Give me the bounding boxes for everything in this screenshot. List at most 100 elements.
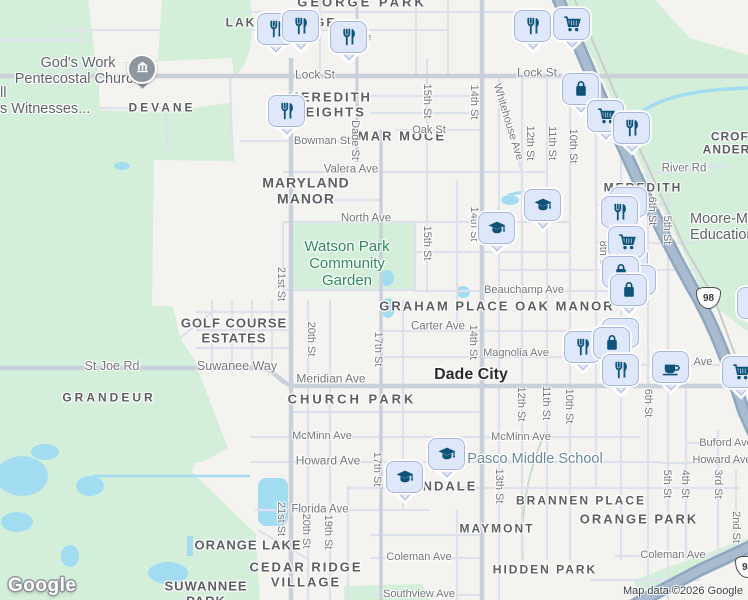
street-label: Coleman Ave — [640, 548, 706, 561]
street-label: 4th St — [679, 469, 692, 499]
map-pin-restaurant[interactable] — [602, 354, 640, 393]
street-label: 3rd St — [712, 469, 725, 499]
map-pin-graduation[interactable] — [386, 461, 424, 500]
neighborhood-label: GRAHAM PLACE OAK MANOR — [379, 298, 615, 314]
street-label: 10th St — [563, 388, 576, 424]
map-pin-cart[interactable] — [722, 356, 748, 395]
street-label: Ave — [693, 355, 713, 368]
neighborhood-label: ORANGE PARK — [579, 511, 699, 527]
map-pin-graduation[interactable] — [478, 212, 516, 251]
street-label: 12th St — [515, 386, 528, 422]
graduation-icon — [487, 218, 507, 238]
neighborhood-label: CHURCH PARK — [287, 391, 417, 407]
poi-label[interactable]: Dade City — [434, 366, 508, 384]
graduation-icon — [533, 195, 553, 215]
street-label: Meridian Ave — [296, 371, 366, 386]
street-label: McMinn Ave — [491, 430, 551, 443]
street-label: 14th St — [467, 324, 480, 360]
street-label: 19th St — [322, 514, 335, 550]
cart-icon — [596, 106, 616, 126]
map-attribution[interactable]: Map data ©2026 Google — [622, 585, 743, 597]
map-pin-bag[interactable] — [737, 287, 748, 326]
map-pin-bag[interactable] — [562, 73, 600, 112]
neighborhood-label: GEORGE PARK — [297, 0, 427, 10]
poi-label[interactable]: Moore-MickensEducation Center — [690, 210, 748, 243]
map-pin-restaurant[interactable] — [268, 95, 306, 134]
church-icon — [135, 59, 150, 79]
street-label: Suwanee Way — [196, 359, 278, 373]
map-pin-church[interactable] — [127, 54, 157, 89]
neighborhood-label: MEREDITH HEIGHTS — [288, 89, 372, 119]
street-label: Howard Ave — [295, 453, 361, 468]
street-label: North Ave — [340, 212, 392, 225]
street-label: 11th St — [540, 385, 553, 421]
street-label: Florida Ave — [291, 503, 349, 516]
google-logo[interactable]: Google — [8, 575, 77, 596]
street-label: 6th St — [642, 388, 655, 418]
map-pin-restaurant[interactable] — [330, 21, 368, 60]
street-label: 20th St — [300, 513, 313, 549]
street-label: 20th St — [305, 321, 318, 357]
street-label: Bowman St — [293, 134, 351, 147]
street-label: 12th St — [524, 125, 537, 161]
map-pin-restaurant[interactable] — [613, 112, 651, 151]
street-label: 21st St — [275, 266, 288, 302]
map-pin-restaurant[interactable] — [601, 187, 647, 235]
restaurant-icon — [573, 337, 593, 357]
neighborhood-label: CEDAR RIDGE VILLAGE — [249, 559, 363, 589]
map-pin-cart[interactable] — [553, 8, 591, 47]
neighborhood-label: NDALE — [422, 478, 478, 494]
graduation-icon — [437, 444, 457, 464]
cart-icon — [617, 232, 637, 252]
cart-icon — [562, 14, 582, 34]
street-label: 15th St — [421, 83, 434, 119]
map-pin-bag[interactable] — [610, 265, 656, 313]
street-label: 5th St — [661, 469, 674, 499]
neighborhood-label: SUWANNEEPARK — [164, 578, 248, 600]
street-label: Lock St — [294, 67, 336, 82]
restaurant-icon — [611, 360, 631, 380]
street-label: 13th St — [493, 468, 506, 504]
neighborhood-label: ORANGE LAKE — [194, 537, 302, 553]
neighborhood-label: GRANDEUR — [62, 390, 156, 405]
restaurant-icon — [291, 16, 311, 36]
street-label: River Rd — [661, 162, 707, 175]
poi-label[interactable]: Pasco Middle School — [467, 450, 603, 467]
restaurant-icon — [622, 118, 642, 138]
poi-label[interactable]: ll s Witnesses... — [0, 84, 91, 117]
bag-icon — [619, 280, 639, 300]
street-label: Beauchamp Ave — [484, 283, 564, 296]
restaurant-icon — [523, 16, 543, 36]
street-label: Valera Ave — [323, 163, 379, 176]
street-label: Carter Ave — [410, 320, 466, 333]
map-pin-graduation[interactable] — [428, 438, 466, 477]
map-pin-restaurant[interactable] — [282, 10, 320, 49]
street-label: Howard Ave — [692, 453, 748, 466]
street-label: 11th St — [546, 125, 559, 161]
bag-icon — [602, 333, 622, 353]
map-pin-coffee[interactable] — [652, 351, 690, 390]
bag-icon — [571, 79, 591, 99]
restaurant-icon — [277, 101, 297, 121]
street-label: 21st St — [275, 501, 288, 537]
map-pin-bag[interactable] — [593, 318, 639, 366]
map-pin-cart[interactable] — [608, 226, 646, 265]
restaurant-icon — [266, 19, 286, 39]
map-pin-restaurant[interactable] — [514, 10, 552, 49]
street-label: 10th St — [567, 128, 580, 164]
street-label: Buford Ave — [699, 436, 748, 449]
poi-label[interactable]: Watson Park Community Garden — [304, 237, 390, 289]
neighborhood-label: MARYLAND MANOR — [262, 174, 350, 206]
street-label: 17th St — [372, 331, 385, 367]
street-label: 6th St — [646, 196, 659, 226]
street-label: Coleman Ave — [386, 550, 452, 563]
restaurant-icon — [610, 202, 630, 222]
neighborhood-label: BRANNEN PLACE — [515, 493, 647, 508]
poi-label[interactable]: God's Work Pentecostal Church — [14, 54, 142, 87]
street-label: McMinn Ave — [292, 429, 352, 442]
coffee-icon — [661, 357, 681, 377]
map-pin-graduation[interactable] — [524, 189, 562, 228]
water-areas — [0, 162, 519, 584]
